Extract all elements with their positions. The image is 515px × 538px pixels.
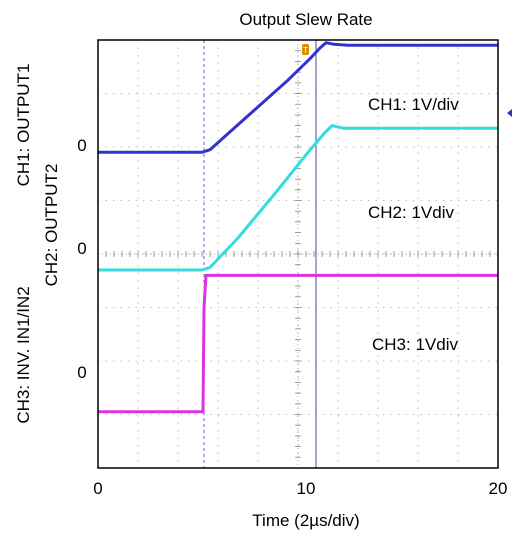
grid: [97, 39, 499, 469]
chart-title: Output Slew Rate: [239, 10, 372, 29]
ch3-scale-label: CH3: 1Vdiv: [372, 335, 458, 354]
series-line-ch2: [98, 124, 498, 272]
y-axis-label-ch3: CH3: INV. IN1/IN2: [14, 286, 33, 423]
ch3-zero-label: 0: [77, 363, 86, 382]
series-line-ch3: [98, 273, 498, 414]
plot-frame: [97, 39, 499, 469]
x-tick-label-10: 10: [297, 479, 316, 498]
series-line-ch1: [98, 41, 498, 154]
trigger-marker-icon: T: [302, 44, 309, 55]
ch1-zero-label: 0: [77, 136, 86, 155]
y-axis-label-ch2: CH2: OUTPUT2: [42, 164, 61, 287]
ch1-offset-arrow-icon: [507, 109, 512, 117]
ch2-zero-label: 0: [77, 239, 86, 258]
x-tick-label-0: 0: [93, 479, 102, 498]
x-tick-label-20: 20: [489, 479, 508, 498]
ch2-scale-label: CH2: 1Vdiv: [368, 203, 454, 222]
x-axis-label: Time (2µs/div): [252, 511, 359, 530]
y-axis-label-ch1: CH1: OUTPUT1: [14, 64, 33, 187]
svg-text:T: T: [303, 46, 308, 55]
traces: [98, 41, 498, 414]
ch1-scale-label: CH1: 1V/div: [368, 95, 459, 114]
